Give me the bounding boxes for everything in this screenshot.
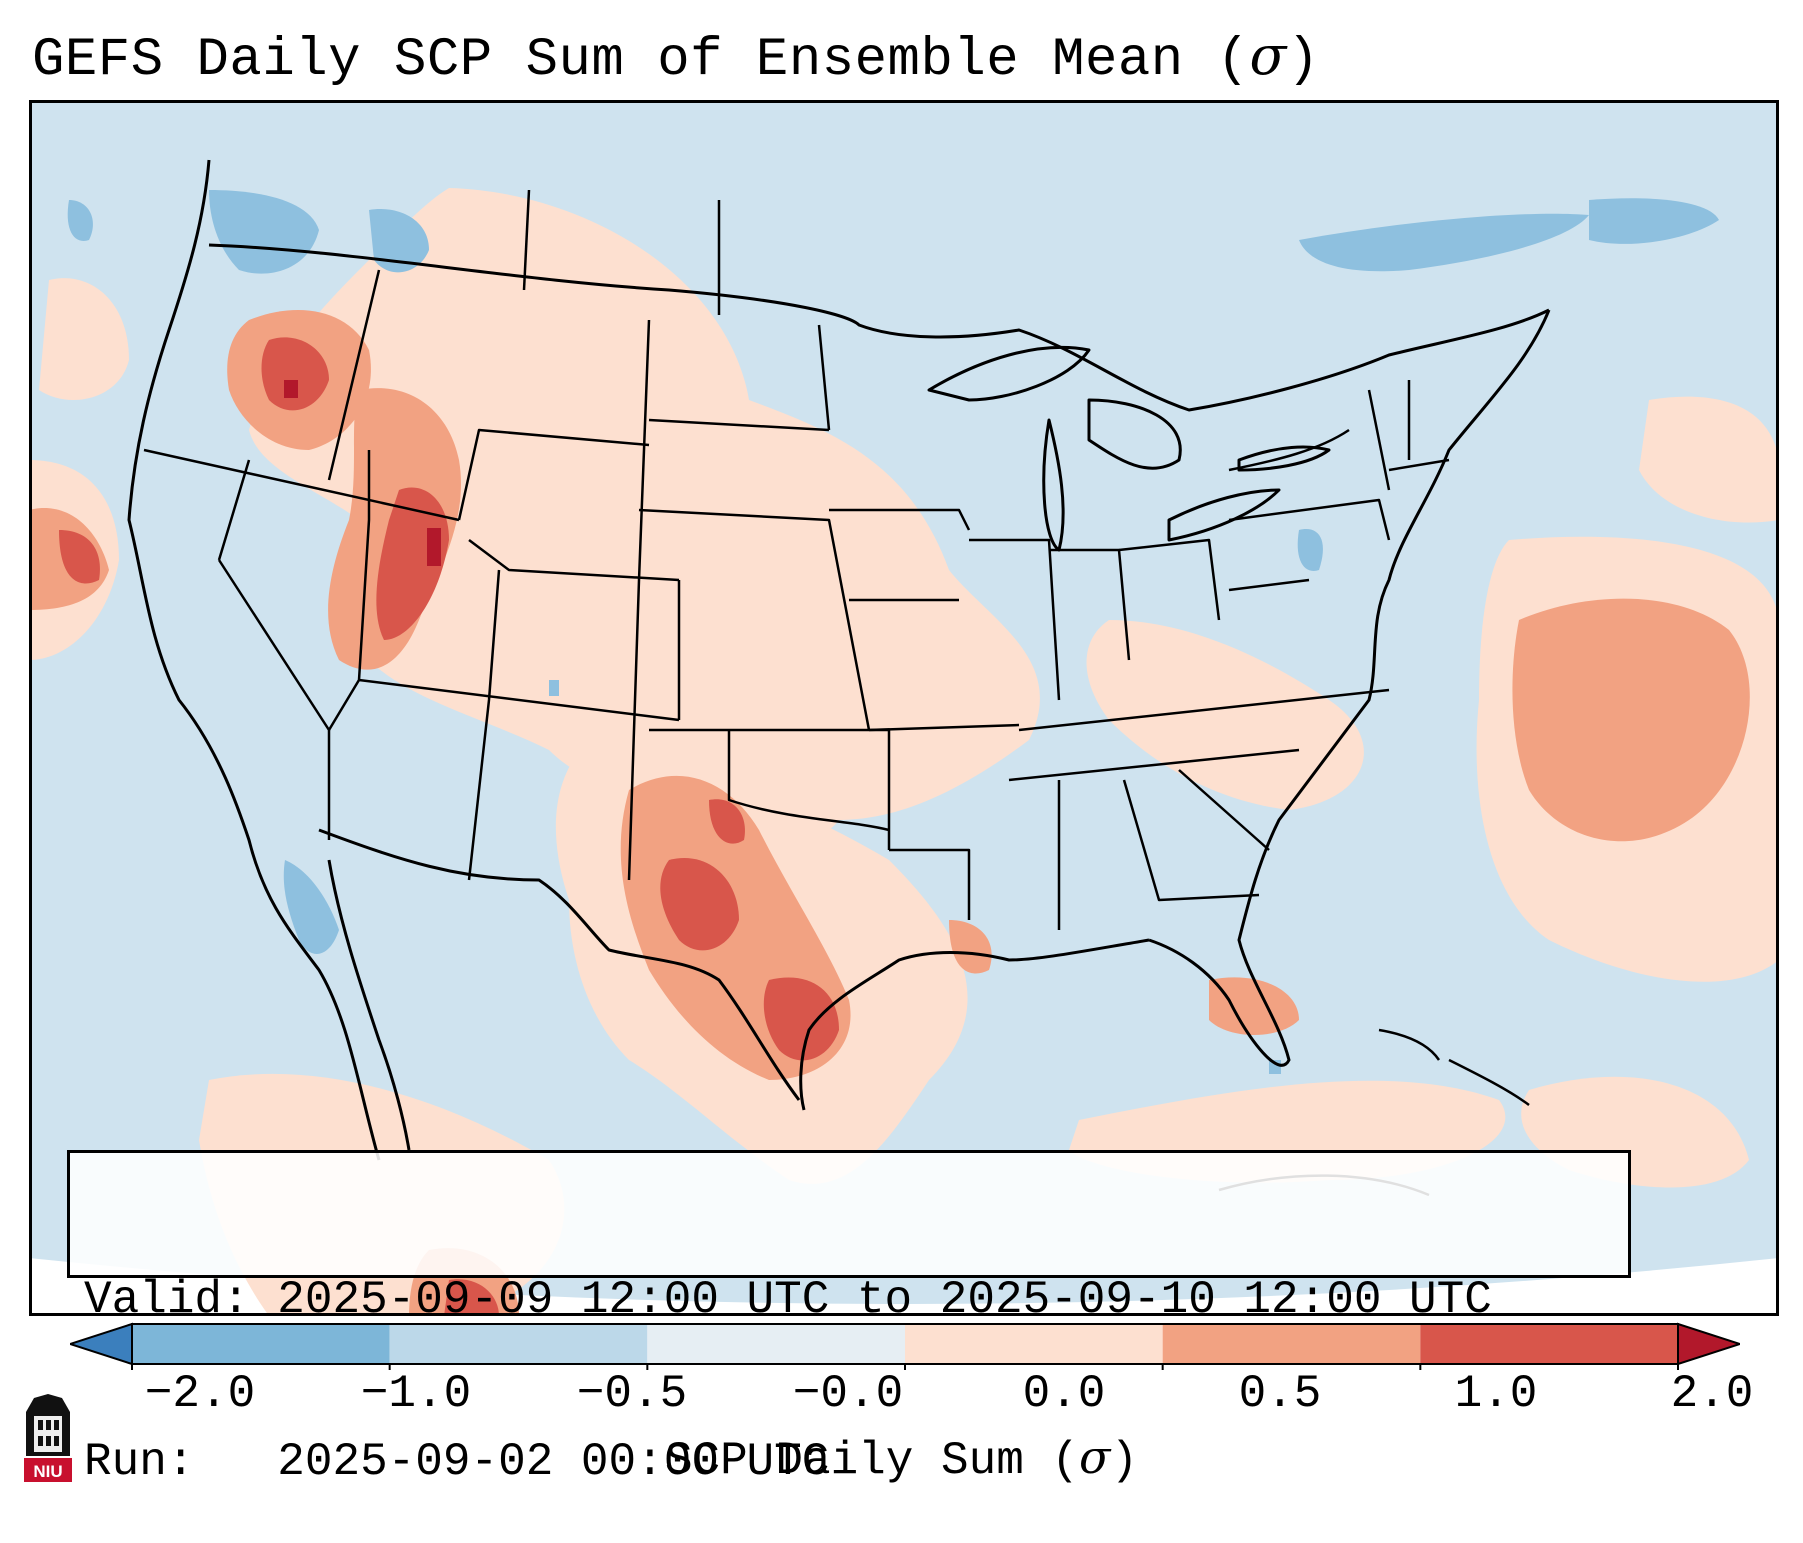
colorbar-tick: −2.0 bbox=[144, 1368, 256, 1420]
valid-line: Valid: 2025-09-09 12:00 UTC to 2025-09-1… bbox=[84, 1274, 1492, 1326]
niu-logo: NIU bbox=[24, 1394, 72, 1482]
mexico-border bbox=[318, 828, 801, 1101]
colorbar-tick: 1.0 bbox=[1454, 1368, 1538, 1420]
negative-anomaly bbox=[67, 190, 1719, 1074]
colorbar-tick: 0.0 bbox=[1022, 1368, 1106, 1420]
canada-border bbox=[208, 243, 1550, 412]
positive-anomaly-max bbox=[284, 380, 441, 566]
colorbar-tick: −0.0 bbox=[792, 1368, 904, 1420]
colorbar-extend-high bbox=[1677, 1322, 1740, 1366]
colorbar-tick: −1.0 bbox=[360, 1368, 472, 1420]
great-lakes bbox=[927, 345, 1331, 552]
colorbar-segment bbox=[647, 1324, 905, 1364]
pacific-coastline bbox=[127, 159, 381, 1161]
baja-peninsula bbox=[327, 859, 411, 1151]
run-line: Run: 2025-09-02 00:00 UTC bbox=[84, 1436, 830, 1488]
validity-info-box: Valid: 2025-09-09 12:00 UTC to 2025-09-1… bbox=[67, 1150, 1631, 1488]
atlantic-coastline bbox=[1148, 309, 1551, 1067]
colorbar-extend-low bbox=[70, 1322, 133, 1366]
colorbar-tick: 0.5 bbox=[1238, 1368, 1322, 1420]
gulf-coastline bbox=[799, 938, 1150, 1111]
positive-anomaly-medium bbox=[29, 310, 1750, 1316]
colorbar-label: SCP Daily Sum (σ) bbox=[664, 1430, 1139, 1487]
colorbar-segment bbox=[905, 1324, 1163, 1364]
colorbar-tick: −0.5 bbox=[576, 1368, 688, 1420]
colorbar-tick: 2.0 bbox=[1670, 1368, 1754, 1420]
colorbar-segment bbox=[1420, 1324, 1678, 1364]
map-borders bbox=[127, 159, 1551, 1197]
colorbar-segment bbox=[389, 1324, 648, 1364]
svg-text:NIU: NIU bbox=[33, 1462, 62, 1481]
colorbar-segment bbox=[132, 1324, 390, 1364]
positive-anomaly-strong bbox=[59, 337, 839, 1316]
colorbar bbox=[70, 1322, 1740, 1370]
state-borders bbox=[143, 189, 1450, 930]
chart-title: GEFS Daily SCP Sum of Ensemble Mean (σ) bbox=[32, 24, 1320, 91]
colorbar-segment bbox=[1162, 1324, 1421, 1364]
scp-map bbox=[29, 100, 1779, 1316]
